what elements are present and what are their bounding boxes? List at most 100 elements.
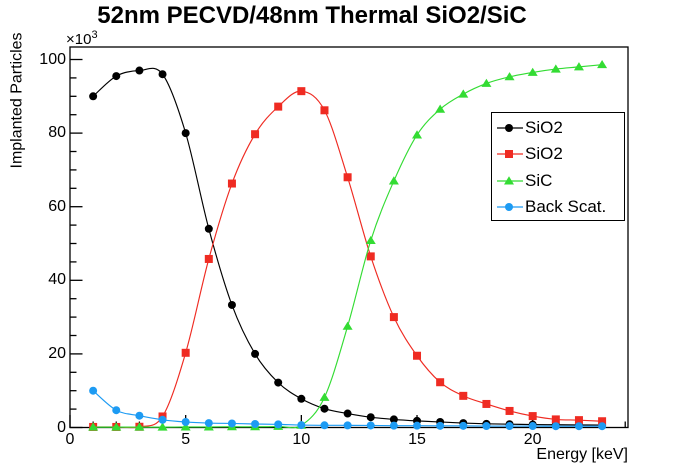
legend-box: SiO2 SiO2 SiC Back Scat. bbox=[491, 112, 625, 221]
series-1-point-13 bbox=[366, 252, 375, 261]
series-1-point-22 bbox=[574, 416, 583, 425]
series-1-point-10 bbox=[297, 87, 306, 96]
series-2-point-13 bbox=[365, 235, 376, 245]
series-line-3 bbox=[92, 390, 603, 427]
legend-label-3: Back Scat. bbox=[525, 196, 607, 216]
series-0-point-13 bbox=[366, 413, 375, 422]
legend-marker-square bbox=[497, 150, 523, 159]
y-tick-label-0: 0 bbox=[57, 418, 66, 436]
legend-marker-triangle bbox=[497, 175, 523, 185]
series-3-point-11 bbox=[320, 421, 329, 430]
series-2-point-4 bbox=[157, 422, 168, 431]
x-tick-label-20: 20 bbox=[523, 431, 542, 448]
series-0-point-3 bbox=[135, 66, 144, 75]
series-0-point-4 bbox=[158, 70, 167, 79]
y-tick-label-20: 20 bbox=[48, 344, 66, 362]
y-tick-label-60: 60 bbox=[48, 197, 66, 215]
series-1-point-23 bbox=[598, 417, 607, 426]
series-1-point-18 bbox=[482, 399, 491, 408]
series-0-point-14 bbox=[389, 415, 398, 424]
series-3-point-3 bbox=[135, 411, 144, 420]
series-1-point-8 bbox=[251, 130, 260, 139]
series-1-point-15 bbox=[413, 351, 422, 360]
x-tick-label-0: 0 bbox=[65, 431, 75, 448]
series-2-point-12 bbox=[342, 321, 353, 330]
series-1-point-5 bbox=[181, 348, 190, 357]
series-3-point-9 bbox=[274, 420, 283, 429]
series-1-point-21 bbox=[551, 415, 560, 424]
series-0-point-12 bbox=[343, 409, 352, 418]
series-1-point-12 bbox=[343, 173, 352, 182]
series-3-point-16 bbox=[436, 421, 445, 430]
x-tick-label-5: 5 bbox=[181, 431, 191, 448]
y-tick-label-40: 40 bbox=[48, 271, 66, 289]
series-3-point-15 bbox=[413, 421, 422, 430]
series-0-point-6 bbox=[204, 224, 213, 233]
series-3-point-6 bbox=[204, 419, 213, 428]
y-tick-label-80: 80 bbox=[48, 124, 66, 142]
series-3-point-8 bbox=[251, 420, 260, 429]
chart-title: 52nm PECVD/48nm Thermal SiO2/SiC bbox=[97, 2, 527, 29]
series-1-point-9 bbox=[274, 102, 283, 111]
series-3-point-12 bbox=[343, 421, 352, 430]
series-1-point-19 bbox=[505, 406, 514, 415]
series-2-point-15 bbox=[412, 130, 423, 139]
series-0-point-1 bbox=[89, 92, 98, 101]
series-2-point-22 bbox=[573, 62, 584, 71]
y-axis-exponent-label: ×103 bbox=[66, 29, 98, 48]
series-1-point-14 bbox=[389, 313, 398, 322]
series-2-point-1 bbox=[88, 422, 99, 431]
series-1-point-7 bbox=[227, 179, 236, 188]
series-0-point-5 bbox=[181, 129, 190, 138]
series-3-point-19 bbox=[505, 422, 514, 431]
series-0-point-2 bbox=[112, 72, 121, 81]
series-3-point-18 bbox=[482, 422, 491, 431]
legend-marker-circle bbox=[497, 202, 523, 211]
series-0-point-11 bbox=[320, 404, 329, 413]
series-3-point-22 bbox=[574, 422, 583, 431]
plot-frame bbox=[69, 46, 629, 429]
legend-item-0: SiO2 bbox=[492, 115, 624, 141]
legend-label-1: SiO2 bbox=[525, 144, 563, 164]
series-3-point-23 bbox=[598, 422, 607, 431]
series-2-point-18 bbox=[481, 78, 492, 87]
legend-marker-circle bbox=[497, 124, 523, 133]
legend-item-1: SiO2 bbox=[492, 141, 624, 167]
series-3-point-2 bbox=[112, 406, 121, 415]
x-axis-title: Energy [keV] bbox=[536, 446, 628, 463]
series-3-point-20 bbox=[528, 422, 537, 431]
y-axis-title: Implanted Particles bbox=[8, 32, 26, 169]
series-2-point-20 bbox=[527, 67, 538, 76]
series-2-point-19 bbox=[504, 72, 515, 81]
series-1-point-6 bbox=[204, 254, 213, 263]
series-1-point-17 bbox=[459, 391, 468, 400]
legend-label-0: SiO2 bbox=[525, 118, 563, 138]
y-tick-label-100: 100 bbox=[39, 50, 66, 68]
series-2-point-3 bbox=[134, 422, 145, 431]
legend-item-3: Back Scat. bbox=[492, 194, 624, 220]
series-3-point-14 bbox=[389, 421, 398, 430]
series-1-point-11 bbox=[320, 106, 329, 115]
series-3-point-4 bbox=[158, 415, 167, 424]
legend-item-2: SiC bbox=[492, 168, 624, 194]
series-0-point-9 bbox=[274, 378, 283, 387]
series-2-point-14 bbox=[388, 176, 399, 185]
series-0-point-10 bbox=[297, 394, 306, 403]
series-0-point-8 bbox=[251, 349, 260, 358]
series-1-point-20 bbox=[528, 412, 537, 421]
series-3-point-10 bbox=[297, 421, 306, 430]
x-tick-label-15: 15 bbox=[408, 431, 426, 448]
series-3-point-17 bbox=[459, 421, 468, 430]
series-2-point-2 bbox=[111, 422, 122, 431]
series-0-point-7 bbox=[227, 300, 236, 309]
series-3-point-21 bbox=[551, 422, 560, 431]
series-2-point-16 bbox=[435, 104, 446, 113]
series-3-point-1 bbox=[89, 386, 98, 395]
series-2-point-11 bbox=[319, 392, 330, 401]
series-2-point-5 bbox=[180, 422, 191, 431]
series-1-point-16 bbox=[436, 378, 445, 387]
x-tick-label-10: 10 bbox=[292, 431, 311, 448]
series-2-point-21 bbox=[550, 64, 561, 73]
